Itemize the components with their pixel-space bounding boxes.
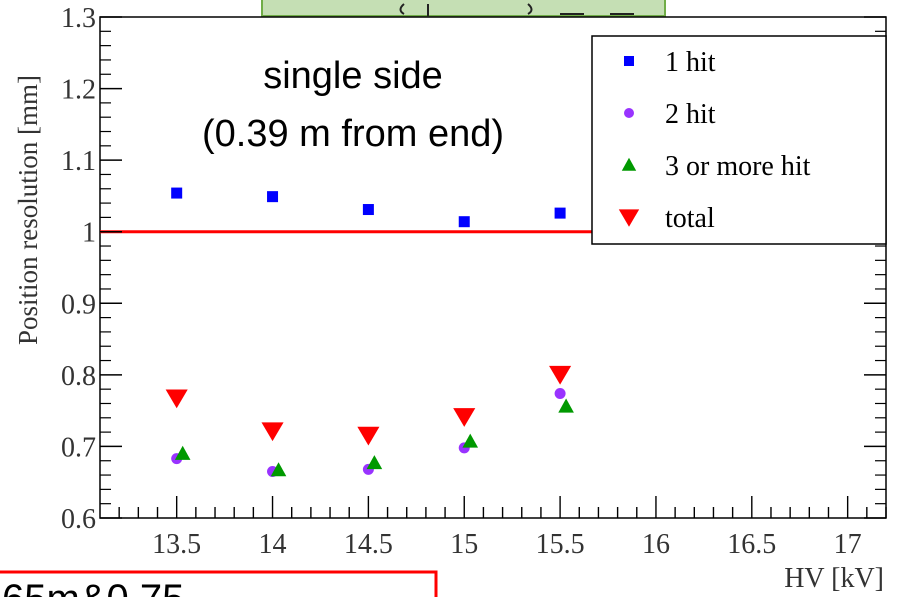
legend-marker-2-hit [624,108,634,118]
legend-label-total: total [665,203,715,234]
x-tick-label: 16.5 [727,529,776,560]
bottom-note-text: 65m&0.75 [2,577,184,597]
annotation-line-2: (0.39 m from end) [202,113,504,155]
point-total [549,365,572,385]
point-3-or-more-hit [558,398,574,413]
x-axis: 13.5 14 14.5 15 15.5 16 16.5 17 [118,496,887,560]
legend: 1 hit 2 hit 3 or more hit total [591,35,887,245]
data-points [165,187,574,477]
x-tick-label: 17 [834,529,862,560]
x-tick-label: 14 [259,529,287,560]
y-tick-label: 1.3 [61,3,96,34]
point-total [261,422,284,442]
point-1-hit [458,216,470,228]
annotation-line-1: single side [263,55,443,97]
x-tick-label: 14.5 [344,529,393,560]
point-3-or-more-hit [174,445,191,460]
x-axis-label: HV [kV] [784,563,884,594]
point-total [165,389,188,409]
point-total [453,408,476,427]
legend-label-1-hit: 1 hit [665,47,716,78]
point-1-hit [554,207,566,219]
point-1-hit [171,187,183,199]
y-tick-label: 0.7 [61,432,96,463]
point-2-hit [554,387,566,399]
bottom-note-box: 65m&0.75 [0,570,438,597]
y-tick-label: 0.8 [61,361,96,392]
legend-marker-total [618,209,640,227]
y-axis: 0.6 0.7 0.8 0.9 1 1.1 1.2 1.3 [61,3,886,535]
x-tick-label: 16 [642,529,670,560]
y-tick-label: 0.9 [61,289,96,320]
y-tick-label: 1 [82,218,96,249]
y-tick-label: 1.2 [61,75,96,106]
plot-frame [99,16,887,519]
cropped-header-text [399,3,634,16]
point-1-hit [267,191,279,203]
y-tick-label: 1.1 [61,146,96,177]
point-3-or-more-hit [462,433,479,448]
point-3-or-more-hit [270,462,287,477]
x-tick-label: 15 [450,529,478,560]
top-header-box [261,0,666,17]
point-3-or-more-hit [366,455,383,470]
legend-box [591,35,887,245]
legend-marker-3-or-more-hit [621,157,637,171]
legend-label-3-or-more-hit: 3 or more hit [665,151,811,182]
point-total [357,426,380,446]
x-tick-label: 15.5 [536,529,585,560]
y-axis-label: Position resolution [mm] [13,75,43,345]
x-tick-label: 13.5 [152,529,201,560]
point-1-hit [362,204,374,216]
y-tick-label: 0.6 [61,504,96,535]
legend-label-2-hit: 2 hit [665,99,716,130]
legend-marker-1-hit [624,56,634,66]
